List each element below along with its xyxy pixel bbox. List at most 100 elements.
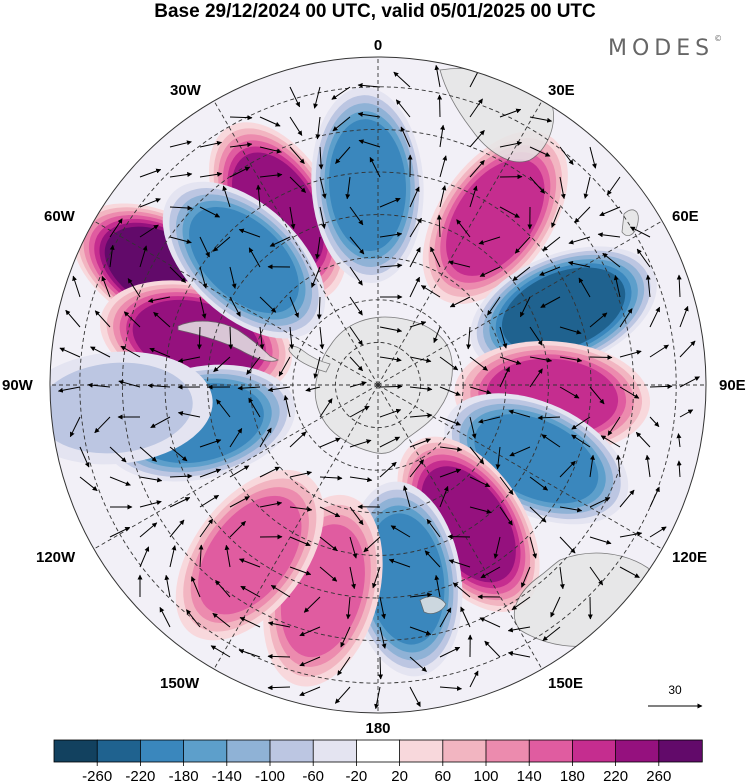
- wind-vector-arrow: [149, 347, 171, 358]
- wind-vector-arrow: [305, 386, 321, 392]
- wind-vector-arrow: [349, 439, 372, 448]
- wind-vector-arrow: [512, 266, 531, 282]
- wind-vector-arrow: [340, 626, 351, 648]
- label-lon-30e: 30E: [548, 82, 575, 99]
- wind-vector-arrow: [379, 197, 401, 208]
- wind-vector-arrow: [289, 206, 296, 230]
- wind-vector-arrow: [478, 416, 501, 424]
- wind-vector-arrow: [79, 446, 90, 468]
- wind-vector-arrow: [409, 320, 427, 328]
- wind-vector-arrow: [436, 214, 442, 238]
- wind-vector-arrow: [94, 416, 111, 434]
- wind-vector-arrow: [289, 176, 306, 193]
- wind-vector-arrow: [439, 446, 463, 452]
- wind-vector-arrow: [499, 206, 520, 218]
- wind-vector-arrow: [439, 356, 459, 371]
- wind-vector-arrow: [409, 438, 431, 448]
- colorbar-swatch: [572, 739, 617, 763]
- wind-vector-arrow: [109, 218, 123, 238]
- wind-vector-arrow: [199, 494, 220, 508]
- wind-vector-arrow: [278, 356, 291, 377]
- wind-vector-arrow: [378, 656, 384, 680]
- wind-vector-arrow: [613, 275, 621, 298]
- wind-vector-arrow: [349, 356, 363, 372]
- meridian-line: [377, 384, 543, 670]
- wind-vector-arrow: [402, 485, 411, 508]
- wind-vector-arrow: [289, 536, 311, 547]
- wind-vector-arrow: [379, 461, 397, 478]
- wind-vector-arrow: [409, 412, 433, 418]
- wind-vector-arrow: [267, 653, 291, 659]
- wind-vector-arrow: [559, 326, 582, 335]
- wind-vector-arrow: [369, 156, 381, 178]
- wind-vector-arrow: [409, 186, 420, 208]
- map-disc: [50, 57, 706, 713]
- wind-vector-arrow: [90, 346, 111, 358]
- wind-vector-arrow: [541, 434, 561, 448]
- wind-vector-arrow: [589, 146, 597, 169]
- wind-vector-arrow: [439, 386, 461, 396]
- wind-vector-arrow: [589, 354, 613, 360]
- wind-vector-arrow: [349, 506, 364, 526]
- wind-vector-arrow: [345, 596, 351, 620]
- wind-vector-arrow: [409, 356, 432, 363]
- wind-vector-arrow: [229, 115, 253, 121]
- wind-vector-arrow: [199, 236, 210, 258]
- wind-vector-arrow: [177, 411, 201, 418]
- colorbar-tick-label: -60: [302, 768, 324, 783]
- wind-vector-arrow: [139, 224, 159, 238]
- anomaly-center-5: [422, 131, 568, 304]
- wind-vector-arrow: [127, 278, 141, 298]
- map-border: [49, 56, 707, 714]
- wind-vector-arrow: [578, 277, 591, 298]
- wind-vector-arrow: [393, 71, 411, 88]
- wind-vector-arrow: [139, 546, 150, 568]
- wind-vector-arrow: [313, 356, 321, 379]
- wind-vector-arrow: [499, 356, 522, 365]
- colorbar-tick-label: 220: [603, 768, 628, 783]
- wind-vector-arrow: [199, 518, 214, 538]
- wind-vector-arrow: [649, 306, 661, 328]
- wind-vector-arrow: [559, 506, 583, 513]
- wind-vector-arrow: [495, 446, 501, 470]
- label-lon-0: 0: [374, 37, 382, 54]
- wind-vector-arrow: [542, 626, 561, 642]
- wind-vector-arrow: [237, 385, 261, 391]
- wind-vector-arrow: [248, 397, 261, 418]
- wind-vector-arrow: [319, 437, 341, 448]
- label-lon-60e: 60E: [672, 208, 699, 225]
- wind-vector-arrow: [629, 226, 651, 238]
- wind-vector-arrow: [636, 248, 651, 268]
- wind-vector-arrow: [409, 656, 427, 672]
- wind-vector-arrow: [599, 206, 621, 217]
- wind-vector-arrow: [169, 236, 192, 244]
- wind-vector-arrow: [255, 184, 261, 208]
- colorbar-tick-label: -180: [169, 768, 199, 783]
- wind-vector-arrow: [439, 607, 452, 628]
- wind-vector-arrow: [448, 260, 471, 268]
- wind-vector-arrow: [331, 86, 351, 100]
- wind-vector-arrow: [583, 176, 591, 199]
- meridian-line: [377, 100, 543, 386]
- wind-vector-arrow: [363, 536, 381, 553]
- vector-reference-value: 30: [668, 683, 682, 697]
- wind-vector-arrow: [248, 247, 261, 268]
- wind-vector-arrow: [289, 470, 312, 478]
- label-lon-150w: 150W: [160, 675, 200, 692]
- colorbar-tick-label: 60: [434, 768, 451, 783]
- wind-vector-arrow: [316, 296, 322, 320]
- wind-vector-arrow: [358, 139, 381, 148]
- wind-vector-arrow: [649, 416, 660, 427]
- wind-vector-arrow: [649, 383, 673, 389]
- wind-vector-arrow: [619, 386, 640, 399]
- wind-vector-arrow: [186, 609, 201, 628]
- meridian-line: [377, 384, 663, 550]
- wind-vector-arrow: [315, 116, 321, 140]
- wind-vector-arrow: [484, 640, 501, 658]
- wind-vector-arrow: [469, 416, 477, 439]
- wind-vector-arrow: [539, 266, 561, 276]
- wind-vector-arrow: [283, 395, 291, 418]
- wind-vector-arrow: [619, 566, 640, 578]
- wind-vector-arrow: [550, 596, 561, 618]
- wind-vector-arrow: [229, 427, 243, 448]
